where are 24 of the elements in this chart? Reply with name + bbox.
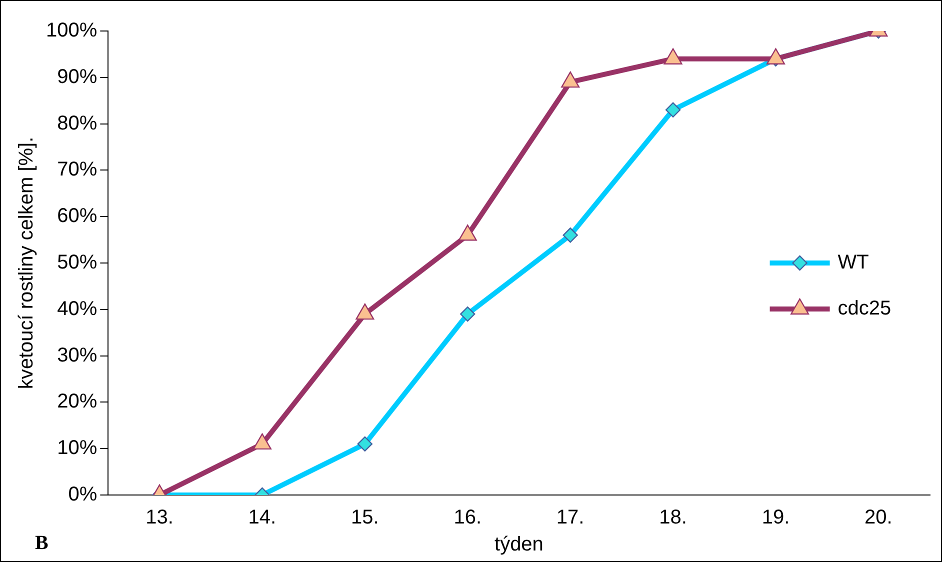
x-tick-label: 17. (556, 506, 584, 529)
y-tick-label: 30% (57, 344, 98, 366)
y-tick-label: 80% (57, 112, 98, 134)
y-tick-label: 100% (46, 20, 98, 42)
y-tick-label: 70% (57, 158, 98, 181)
y-tick-label: 10% (57, 437, 98, 460)
text: B (35, 532, 48, 554)
x-tick-label: 16. (454, 506, 482, 529)
x-axis-title: týden (494, 534, 544, 556)
y-tick-label: 20% (57, 390, 98, 413)
y-axis-title: kvetoucí rostliny celkem [%]. (16, 136, 38, 390)
y-tick-label: 60% (57, 205, 98, 228)
y-tick-label: 0% (68, 484, 98, 506)
x-tick-label: 15. (351, 506, 379, 529)
legend-label: cdc25 (838, 298, 892, 320)
legend-label: WT (838, 252, 869, 274)
x-tick-label: 19. (762, 506, 790, 529)
y-tick-label: 90% (57, 66, 98, 88)
x-tick-label: 13. (146, 506, 174, 529)
x-tick-label: 14. (248, 506, 276, 529)
x-tick-label: 18. (659, 506, 687, 529)
x-tick-label: 20. (864, 506, 892, 529)
y-tick-label: 40% (57, 298, 98, 320)
y-tick-label: 50% (57, 252, 98, 274)
